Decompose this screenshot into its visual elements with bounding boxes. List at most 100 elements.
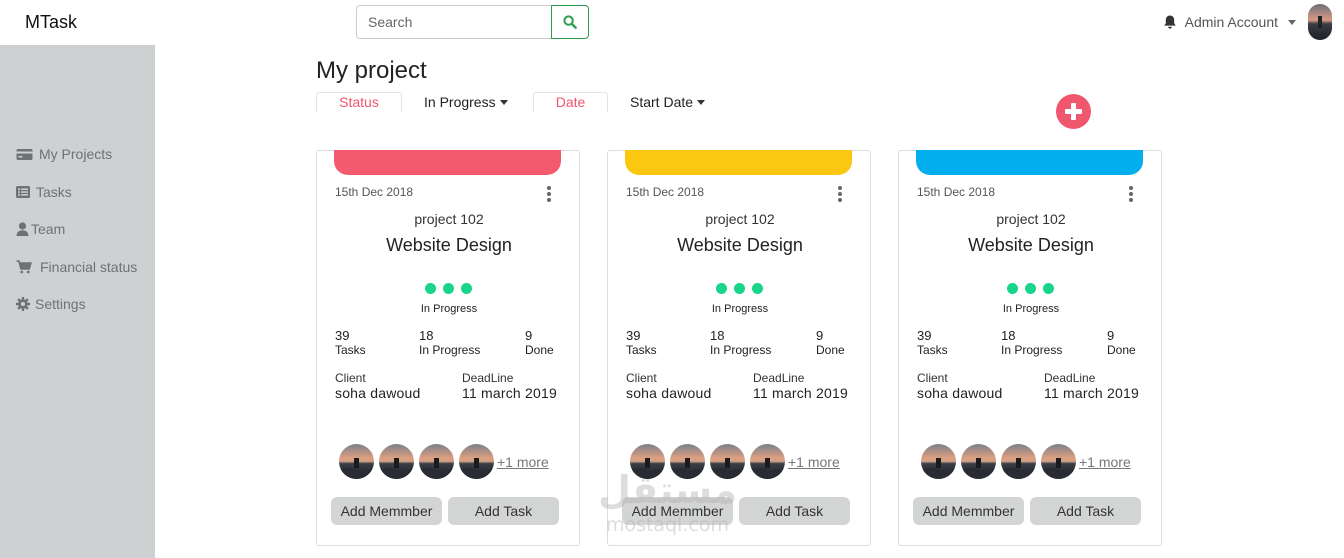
sidebar-item-label: Financial status: [40, 259, 138, 275]
card-project-name: Website Design: [677, 235, 803, 255]
client-label: Client: [626, 371, 657, 385]
deadline-value: 11 march 2019: [753, 385, 848, 401]
cart-icon: [16, 260, 32, 274]
chevron-down-icon[interactable]: [1288, 19, 1296, 25]
avatar[interactable]: [750, 444, 785, 479]
stat-in-progress: 18 In Progress: [710, 328, 771, 357]
stat-label: Done: [525, 343, 554, 357]
more-vertical-icon[interactable]: [546, 186, 552, 202]
add-task-button[interactable]: Add Task: [739, 497, 850, 525]
deadline-info: DeadLine 11 march 2019: [462, 371, 557, 401]
stat-number: 9: [816, 328, 824, 343]
sidebar-item-tasks[interactable]: Tasks: [16, 184, 72, 200]
tab-date[interactable]: Date: [533, 92, 608, 112]
sidebar-item-my-projects[interactable]: My Projects: [16, 146, 112, 162]
avatar[interactable]: [339, 444, 374, 479]
avatar[interactable]: [921, 444, 956, 479]
chevron-down-icon: [499, 99, 508, 105]
add-project-button[interactable]: [1056, 94, 1091, 129]
more-members-link[interactable]: +1 more: [1079, 453, 1131, 470]
card-date: 15th Dec 2018: [917, 185, 996, 199]
account-menu[interactable]: Admin Account: [1163, 4, 1332, 40]
stat-label: Done: [1107, 343, 1136, 357]
status-dropdown[interactable]: In Progress: [424, 94, 508, 110]
stat-label: In Progress: [419, 343, 481, 357]
status-label: In Progress: [1002, 303, 1060, 315]
avatar[interactable]: [710, 444, 745, 479]
gear-icon: [16, 297, 30, 311]
avatar[interactable]: [419, 444, 454, 479]
progress-dots-icon: [425, 283, 472, 294]
more-vertical-icon[interactable]: [1128, 186, 1134, 202]
card-date: 15th Dec 2018: [626, 185, 705, 199]
add-member-button[interactable]: Add Memmber: [913, 497, 1024, 525]
stat-label: Tasks: [917, 343, 948, 357]
status-dropdown-value: In Progress: [424, 94, 496, 110]
progress-dots-icon: [716, 283, 763, 294]
chevron-down-icon: [697, 99, 706, 105]
client-name: soha dawoud: [335, 385, 421, 401]
deadline-label: DeadLine: [1044, 371, 1096, 385]
member-avatars: +1 more: [630, 444, 840, 479]
date-dropdown[interactable]: Start Date: [630, 94, 706, 110]
project-card: 15th Dec 2018 project 102 Website Design…: [898, 150, 1162, 546]
stat-in-progress: 18 In Progress: [1001, 328, 1062, 357]
stat-number: 9: [1107, 328, 1115, 343]
sidebar-item-team[interactable]: Team: [16, 221, 65, 237]
stat-number: 39: [917, 328, 932, 343]
avatar[interactable]: [1041, 444, 1076, 479]
status-label: In Progress: [420, 303, 478, 315]
avatar[interactable]: [459, 444, 494, 479]
tab-status[interactable]: Status: [316, 92, 402, 112]
stat-label: Tasks: [626, 343, 657, 357]
add-member-button[interactable]: Add Memmber: [622, 497, 733, 525]
avatar[interactable]: [379, 444, 414, 479]
stat-label: Tasks: [335, 343, 366, 357]
more-members-link[interactable]: +1 more: [497, 453, 549, 470]
stat-number: 18: [419, 328, 434, 343]
status-label: In Progress: [711, 303, 769, 315]
app-brand[interactable]: MTask: [25, 12, 78, 32]
stat-number: 39: [335, 328, 350, 343]
stat-number: 18: [710, 328, 725, 343]
deadline-label: DeadLine: [753, 371, 805, 385]
avatar[interactable]: [670, 444, 705, 479]
progress-dots-icon: [1007, 283, 1054, 294]
client-info: Client soha dawoud: [917, 371, 1003, 401]
avatar[interactable]: [1308, 4, 1332, 40]
user-icon: [16, 222, 29, 236]
sidebar-item-label: My Projects: [39, 146, 113, 162]
stat-label: In Progress: [710, 343, 772, 357]
sidebar-item-label: Tasks: [36, 184, 72, 200]
search-input[interactable]: [356, 5, 551, 39]
sidebar-item-settings[interactable]: Settings: [16, 296, 86, 312]
add-member-button[interactable]: Add Memmber: [331, 497, 442, 525]
avatar[interactable]: [1001, 444, 1036, 479]
account-name[interactable]: Admin Account: [1184, 14, 1278, 30]
date-dropdown-value: Start Date: [630, 94, 694, 110]
card-project-label: project 102: [705, 211, 775, 227]
search-icon: [563, 15, 577, 29]
sidebar-item-label: Team: [31, 221, 66, 237]
sidebar-item-financial-status[interactable]: Financial status: [16, 259, 137, 275]
deadline-value: 11 march 2019: [1044, 385, 1139, 401]
avatar[interactable]: [961, 444, 996, 479]
client-label: Client: [335, 371, 366, 385]
bell-icon[interactable]: [1163, 14, 1177, 30]
more-members-link[interactable]: +1 more: [788, 453, 840, 470]
add-task-button[interactable]: Add Task: [448, 497, 559, 525]
client-info: Client soha dawoud: [626, 371, 712, 401]
add-task-button[interactable]: Add Task: [1030, 497, 1141, 525]
search-button[interactable]: [551, 5, 589, 39]
deadline-info: DeadLine 11 march 2019: [753, 371, 848, 401]
deadline-label: DeadLine: [462, 371, 514, 385]
project-card: 15th Dec 2018 project 102 Website Design…: [316, 150, 580, 546]
card-accent-bar: [625, 150, 852, 175]
avatar[interactable]: [630, 444, 665, 479]
card-project-name: Website Design: [968, 235, 1094, 255]
more-vertical-icon[interactable]: [837, 186, 843, 202]
list-icon: [16, 186, 30, 198]
card-project-name: Website Design: [386, 235, 512, 255]
stat-in-progress: 18 In Progress: [419, 328, 480, 357]
deadline-value: 11 march 2019: [462, 385, 557, 401]
